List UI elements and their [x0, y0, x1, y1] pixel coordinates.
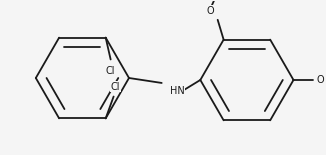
- Text: HN: HN: [170, 86, 185, 96]
- Text: O: O: [206, 6, 214, 16]
- Text: O: O: [316, 75, 324, 85]
- Text: Cl: Cl: [106, 66, 115, 76]
- Text: Cl: Cl: [111, 82, 120, 92]
